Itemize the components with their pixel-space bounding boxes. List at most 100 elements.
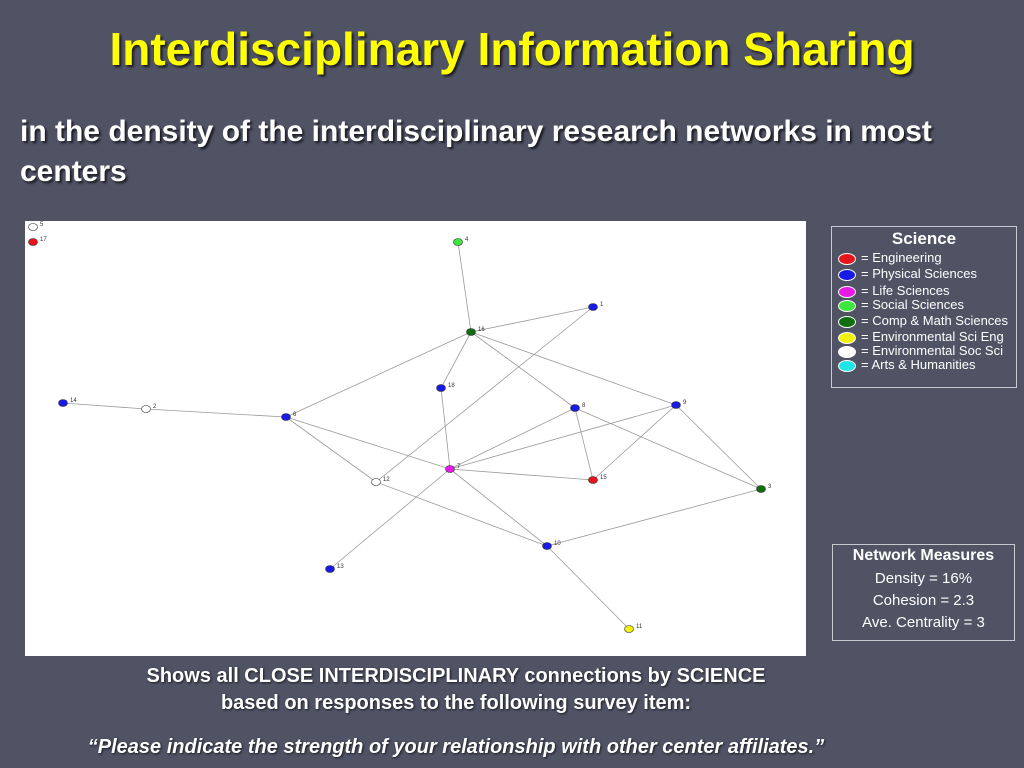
edge-16-18 [440,331,472,389]
node-label: 7 [457,464,461,470]
legend-label: = Physical Sciences [861,266,977,281]
network-diagram: 1 2 3 4 5 6 7 8 9 10 11 12 13 14 15 16 17 18 [25,221,806,656]
comp-math-sciences-swatch [838,315,856,328]
node-5: 5 [28,222,44,231]
slide-subtitle: in the density of the interdisciplinary … [20,115,932,188]
edge-7-15 [449,468,594,481]
node-13: 13 [325,564,344,573]
legend-item-comp-math-sciences: = Comp & Math Sciences [838,314,1008,329]
engineering-swatch [838,252,856,265]
node-2: 2 [141,404,157,413]
node-marker [28,238,38,246]
node-label: 16 [478,327,485,333]
node-14: 14 [58,398,77,407]
legend-item-physical-sciences: = Physical Sciences [838,267,977,282]
legend-title: Science [891,229,957,248]
node-15: 15 [588,475,607,484]
arts-humanities-swatch [838,359,856,372]
node-label: 4 [465,237,469,243]
social-sciences-swatch [838,299,856,312]
node-marker [371,478,381,486]
edge-6-7 [285,416,451,470]
edge-10-11 [546,545,630,630]
node-10: 10 [542,541,561,550]
edge-16-6 [285,331,472,418]
slide-title: Interdisciplinary Information Sharing [109,23,915,75]
node-17: 17 [28,237,47,246]
node-label: 13 [337,564,344,570]
legend-label: = Engineering [861,250,942,265]
node-18: 18 [436,383,455,392]
legend-item-arts-humanities: = Arts & Humanities [838,358,976,373]
network-measures: Network Measures Density = 16% Cohesion … [832,544,1015,641]
node-label: 18 [448,383,455,389]
node-4: 4 [453,237,469,246]
node-marker [453,238,463,246]
node-label: 2 [153,404,157,410]
node-marker [281,413,291,421]
legend-item-environmental-sci-eng: = Environmental Sci Eng [838,330,1004,345]
legend-label: = Environmental Soc Sci [861,343,1003,358]
node-label: 10 [554,541,561,547]
edge-7-10 [449,468,548,547]
edge-7-13 [329,468,451,570]
edge-8-15 [574,407,594,481]
edge-10-3 [546,488,762,547]
node-marker [436,384,446,392]
legend-label: = Arts & Humanities [861,357,976,372]
node-marker [325,565,335,573]
node-label: 17 [40,237,47,243]
node-marker [588,303,598,311]
node-marker [588,476,598,484]
node-label: 9 [683,400,687,406]
node-label: 12 [383,477,390,483]
legend-label: = Environmental Sci Eng [861,329,1004,344]
edge-16-1 [470,306,594,333]
environmental-sci-eng-swatch [838,331,856,344]
node-label: 5 [40,222,44,228]
caption: Shows all CLOSE INTERDISCIPLINARY connec… [60,663,852,717]
caption-line-2: based on responses to the following surv… [220,692,692,714]
edge-2-6 [145,408,287,418]
node-marker [756,485,766,493]
node-1: 1 [588,302,604,311]
edge-18-7 [440,387,451,470]
density-value: Density = 16% [874,570,973,587]
edge-12-10 [375,481,548,547]
node-8: 8 [570,403,586,412]
node-marker [570,404,580,412]
node-label: 15 [600,475,607,481]
edge-8-3 [574,407,762,490]
caption-line-1: Shows all CLOSE INTERDISCIPLINARY connec… [146,665,766,687]
edge-1-12 [375,306,594,483]
legend-item-engineering: = Engineering [838,251,942,266]
node-marker [624,625,634,633]
legend-item-life-sciences: = Life Sciences [838,284,950,299]
legend-label: = Life Sciences [861,283,950,298]
legend-label: = Comp & Math Sciences [861,313,1009,328]
physical-sciences-swatch [838,268,856,281]
node-marker [466,328,476,336]
node-marker [542,542,552,550]
measures-title: Network Measures [852,547,995,564]
node-label: 1 [600,302,604,308]
node-marker [141,405,151,413]
edge-14-2 [62,402,147,410]
node-3: 3 [756,484,772,493]
node-label: 6 [293,412,297,418]
edge-16-9 [470,331,677,406]
survey-quote: “Please indicate the strength of your re… [87,736,825,758]
node-6: 6 [281,412,297,421]
science-legend: Science = Engineering = Physical Science… [831,226,1017,388]
node-16: 16 [466,327,485,336]
cohesion-value: Cohesion = 2.3 [872,592,975,609]
node-9: 9 [671,400,687,409]
centrality-value: Ave. Centrality = 3 [862,614,985,631]
edge-4-16 [457,241,472,333]
node-marker [445,465,455,473]
legend-item-social-sciences: = Social Sciences [838,298,964,313]
life-sciences-swatch [838,285,856,298]
edge-7-9 [449,404,677,470]
